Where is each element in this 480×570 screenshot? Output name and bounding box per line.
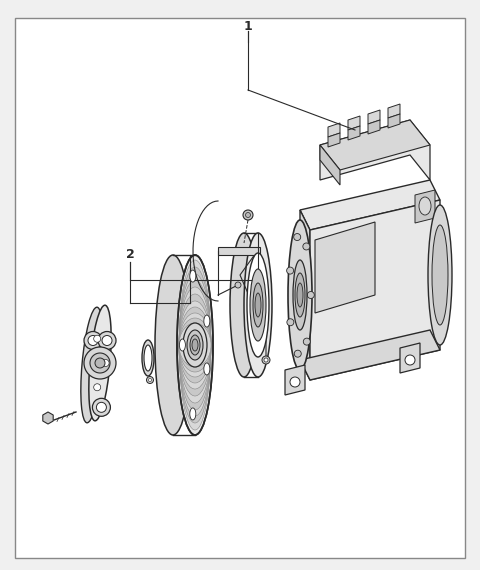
Circle shape [303,338,310,345]
Ellipse shape [179,260,211,430]
Ellipse shape [179,318,211,372]
Polygon shape [388,114,400,128]
Polygon shape [415,190,435,223]
Ellipse shape [253,283,263,327]
Ellipse shape [180,339,185,351]
Circle shape [307,291,314,299]
Polygon shape [320,145,340,185]
Polygon shape [368,120,380,134]
Ellipse shape [190,335,200,355]
Ellipse shape [293,260,307,330]
Circle shape [235,282,241,288]
Circle shape [287,267,294,274]
Polygon shape [328,133,340,147]
Ellipse shape [179,313,211,377]
Circle shape [405,355,415,365]
Circle shape [94,335,101,342]
Circle shape [96,402,107,412]
Ellipse shape [428,205,452,345]
Ellipse shape [179,323,211,367]
Circle shape [93,398,110,416]
Circle shape [102,336,112,345]
Text: 1: 1 [244,19,252,32]
Polygon shape [315,222,375,313]
Circle shape [98,332,116,349]
Ellipse shape [190,408,196,420]
Ellipse shape [288,220,312,370]
Ellipse shape [155,255,191,435]
Circle shape [303,243,310,250]
Ellipse shape [230,233,258,377]
Polygon shape [285,365,305,395]
Polygon shape [310,200,440,380]
Ellipse shape [179,307,211,383]
Circle shape [102,360,109,367]
Polygon shape [328,123,340,137]
Ellipse shape [255,293,261,317]
Ellipse shape [89,305,111,421]
Ellipse shape [432,225,448,325]
Circle shape [264,358,268,362]
Ellipse shape [179,280,211,410]
Ellipse shape [204,315,210,327]
Polygon shape [400,343,420,373]
Circle shape [94,384,101,391]
Ellipse shape [144,345,152,371]
Ellipse shape [179,287,211,403]
Circle shape [243,210,253,220]
Ellipse shape [297,283,303,307]
Polygon shape [348,116,360,130]
Ellipse shape [419,197,431,215]
Circle shape [95,358,105,368]
Ellipse shape [204,363,210,375]
Ellipse shape [179,267,211,423]
Polygon shape [388,104,400,118]
Ellipse shape [81,307,103,423]
Circle shape [88,336,98,345]
Ellipse shape [187,330,203,360]
Polygon shape [300,210,310,380]
Ellipse shape [192,339,198,351]
Circle shape [290,377,300,387]
Circle shape [148,378,152,381]
Circle shape [262,356,270,364]
Ellipse shape [177,255,213,435]
Ellipse shape [190,270,196,282]
Circle shape [84,332,102,349]
Ellipse shape [183,323,207,367]
Polygon shape [300,330,440,380]
Circle shape [90,353,110,373]
Circle shape [294,350,301,357]
Text: 2: 2 [126,249,134,262]
Circle shape [287,319,294,325]
Ellipse shape [250,269,266,341]
Ellipse shape [179,301,211,389]
Polygon shape [320,120,430,170]
Polygon shape [218,247,260,255]
Ellipse shape [295,273,305,317]
Ellipse shape [179,294,211,396]
Polygon shape [300,180,440,230]
Circle shape [84,347,116,379]
Circle shape [245,213,251,218]
Ellipse shape [244,233,272,377]
Ellipse shape [247,253,269,357]
Circle shape [146,377,154,384]
Polygon shape [320,120,430,180]
Circle shape [294,234,300,241]
Ellipse shape [142,340,154,376]
Polygon shape [348,126,360,140]
Polygon shape [368,110,380,124]
Ellipse shape [179,274,211,416]
